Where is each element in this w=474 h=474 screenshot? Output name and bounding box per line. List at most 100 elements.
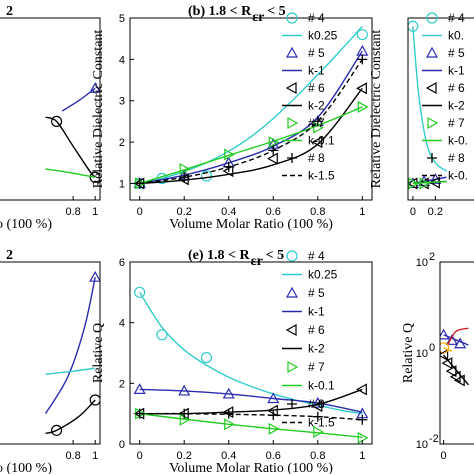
x-tick-label-b-3: 0.6 xyxy=(266,206,281,218)
legend-marker-c-0 xyxy=(426,12,438,24)
legend-label-b-1: k0.25 xyxy=(308,29,338,43)
legend-marker-c-6 xyxy=(427,116,439,130)
y-tick-label-f-0: 10 xyxy=(416,257,428,269)
legend-label-c-5: k-2 xyxy=(448,99,465,113)
x-tick-label-b-4: 0.8 xyxy=(310,206,325,218)
x-tick-label-c-0: 0 xyxy=(410,206,416,218)
x-tick-label-b-0: 0 xyxy=(137,206,143,218)
series-line-b-9 xyxy=(139,58,363,185)
x-tick-label-d-0: 0.8 xyxy=(65,450,80,462)
data-point-e-0-0 xyxy=(134,286,146,298)
chart-panel-b: 0 0.2 0.4 0.6 0.8 1 1 2 3 4 5 Volume Molar Ratio (1… xyxy=(91,4,373,232)
legend-marker-c-8 xyxy=(427,153,437,163)
y-axis-label-b: Relative Dielectric Constant xyxy=(91,30,106,189)
data-point-a-1-0 xyxy=(50,115,63,128)
data-point-b-4-3 xyxy=(267,152,278,165)
data-point-b-6-2 xyxy=(224,148,235,161)
data-point-c-3-1 xyxy=(419,177,431,190)
y-tick-label-b-1: 2 xyxy=(119,137,125,149)
plot-area-d xyxy=(44,270,100,436)
data-point-f-1-3 xyxy=(449,370,461,383)
data-point-c-3-0 xyxy=(408,177,420,190)
y-tick-label-e-3: 6 xyxy=(119,257,125,269)
series-line-b-5 xyxy=(139,87,363,185)
legend-label-c-8: # 8 xyxy=(448,151,465,165)
data-point-f-0-0 xyxy=(440,328,450,340)
plot-area-b xyxy=(133,25,369,190)
legend-marker-e-6 xyxy=(287,360,299,374)
panel-title-tail-b: < 5 xyxy=(267,4,285,19)
x-axis-label-d: o (100 %) xyxy=(0,461,52,474)
axes-frame-a xyxy=(0,17,101,201)
x-tick-label-b-5: 1 xyxy=(359,206,365,218)
series-line-b-1 xyxy=(139,25,363,185)
series-line-a-1 xyxy=(45,116,96,178)
legend-marker-b-4 xyxy=(285,81,297,95)
legend-label-b-0: # 4 xyxy=(308,11,325,25)
data-point-e-4-5 xyxy=(356,383,367,396)
series-line-e-1 xyxy=(139,291,363,415)
series-line-b-7 xyxy=(139,106,363,185)
y-tick-label-e-0: 0 xyxy=(119,439,125,451)
legend-label-e-8: # 8 xyxy=(308,397,325,411)
legend-label-e-5: k-2 xyxy=(308,342,325,356)
legend-label-e-1: k0.25 xyxy=(308,268,338,282)
series-line-c-3 xyxy=(412,180,447,185)
series-line-d-2 xyxy=(45,399,96,435)
legend-label-e-9: k-1.5 xyxy=(308,416,335,430)
y-tick-exp-f-2: -2 xyxy=(429,433,439,445)
plot-area-f xyxy=(440,327,469,387)
panel-title-tail-e: < 5 xyxy=(266,248,284,263)
legend-label-b-7: k-0.1 xyxy=(308,134,335,148)
y-tick-label-e-2: 4 xyxy=(119,318,125,330)
chart-panel-e: 0 0.2 0.4 0.6 0.8 1 0 2 4 6 Volume Molar Ratio (10… xyxy=(91,248,373,474)
x-tick-label-e-4: 0.8 xyxy=(310,450,325,462)
x-tick-label-c-1: 0.2 xyxy=(428,206,443,218)
series-line-c-0 xyxy=(412,26,447,172)
axes-frame-c xyxy=(407,17,474,201)
y-tick-label-f-2: 10 xyxy=(416,439,428,451)
data-point-c-1-1 xyxy=(418,175,431,186)
data-point-d-0-0 xyxy=(89,270,100,282)
data-point-c-2-2 xyxy=(429,176,440,189)
data-point-e-4-4 xyxy=(311,400,323,413)
data-point-d-2-1 xyxy=(89,394,100,406)
data-point-f-1-2 xyxy=(445,365,457,378)
plot-area-a xyxy=(45,82,100,183)
data-point-b-6-5 xyxy=(357,100,369,113)
panel-title-b: (b) 1.8 < R xyxy=(188,4,252,19)
data-point-a-1-1 xyxy=(89,171,100,183)
legend-label-c-4: # 6 xyxy=(448,81,465,95)
chart-panel-c: 0 0.2 Relative Dielectric Constant # 4 k0. # … xyxy=(369,11,474,218)
legend-marker-e-8 xyxy=(287,399,297,409)
axes-frame-d xyxy=(0,261,101,445)
x-tick-label-d-1: 1 xyxy=(92,450,98,462)
chart-panel-a: 0.8 1 o (100 %) 2 xyxy=(0,4,101,232)
data-point-f-1-1 xyxy=(441,357,453,370)
data-point-f-0-1 xyxy=(445,334,458,345)
series-line-f-2 xyxy=(447,327,469,346)
x-tick-label-e-0: 0 xyxy=(137,450,143,462)
series-line-f-0 xyxy=(443,334,469,346)
y-tick-exp-f-0: 2 xyxy=(429,251,435,263)
axes-frame-b xyxy=(129,17,373,201)
data-point-b-2-5 xyxy=(356,44,369,56)
data-point-e-0-1 xyxy=(156,329,168,341)
x-tick-label-f-0: 0 xyxy=(441,450,447,462)
legend-label-c-6: # 7 xyxy=(448,116,465,130)
y-axis-label-f: Relative Q xyxy=(401,323,416,383)
legend-marker-b-8 xyxy=(287,153,297,163)
legend-marker-c-4 xyxy=(425,81,437,95)
legend-label-e-6: # 7 xyxy=(308,360,325,374)
x-tick-label-a-1: 1 xyxy=(92,206,98,218)
series-line-d-0 xyxy=(44,277,96,415)
series-line-e-5 xyxy=(139,388,363,415)
x-tick-label-a-0: 0.8 xyxy=(65,206,80,218)
legend-label-b-3: k-1 xyxy=(308,64,325,78)
x-tick-label-e-5: 1 xyxy=(359,450,365,462)
legend-marker-c-2 xyxy=(425,46,439,58)
x-tick-label-e-2: 0.4 xyxy=(221,450,236,462)
panel-title-a: 2 xyxy=(6,4,13,19)
series-line-e-9 xyxy=(139,412,363,421)
legend-label-e-7: k-0.1 xyxy=(308,379,335,393)
